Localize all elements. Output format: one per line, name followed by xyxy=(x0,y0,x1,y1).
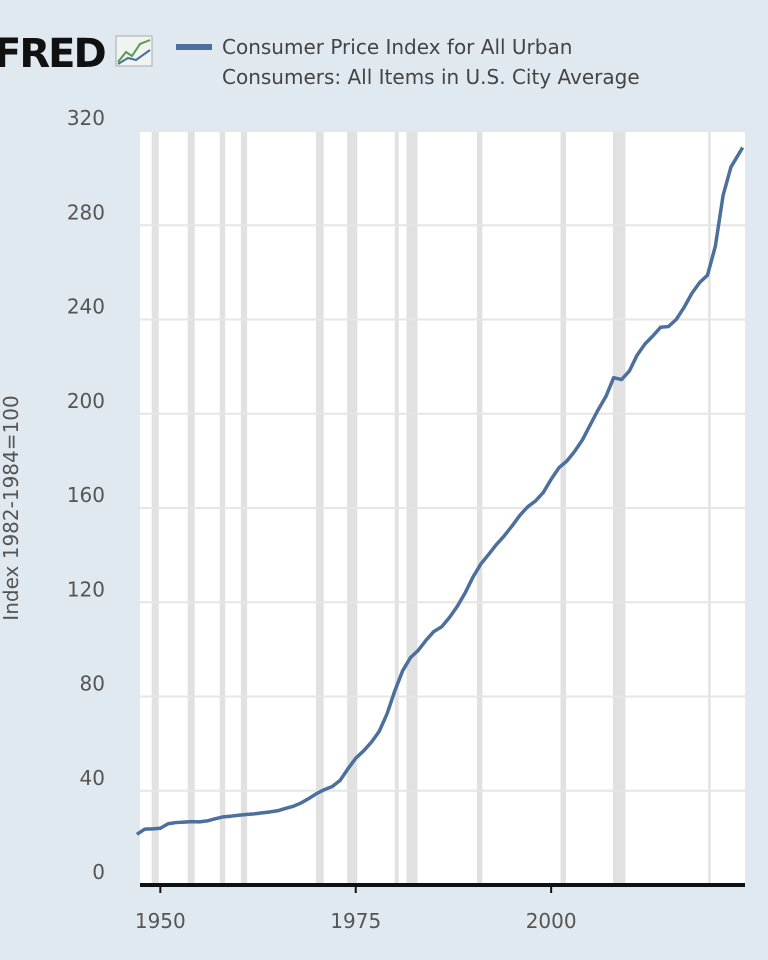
y-tick-label: 280 xyxy=(67,200,105,224)
x-tick-label: 1950 xyxy=(135,909,186,933)
y-tick-label: 40 xyxy=(80,766,105,790)
logo: FRED xyxy=(0,31,105,77)
y-tick-label: 0 xyxy=(92,860,105,884)
y-axis-label: Index 1982-1984=100 xyxy=(0,395,23,620)
y-tick-label: 200 xyxy=(67,389,105,413)
x-tick-label: 1975 xyxy=(330,909,381,933)
y-tick-label: 160 xyxy=(67,483,105,507)
y-tick-label: 320 xyxy=(67,106,105,130)
legend-label: Consumer Price Index for All Urban Consu… xyxy=(222,35,640,89)
series-line xyxy=(135,146,745,836)
logo-icon xyxy=(115,35,153,67)
y-tick-label: 120 xyxy=(67,577,105,601)
y-tick-label: 80 xyxy=(80,672,105,696)
x-tick-label: 2000 xyxy=(526,909,577,933)
y-tick-label: 240 xyxy=(67,295,105,319)
